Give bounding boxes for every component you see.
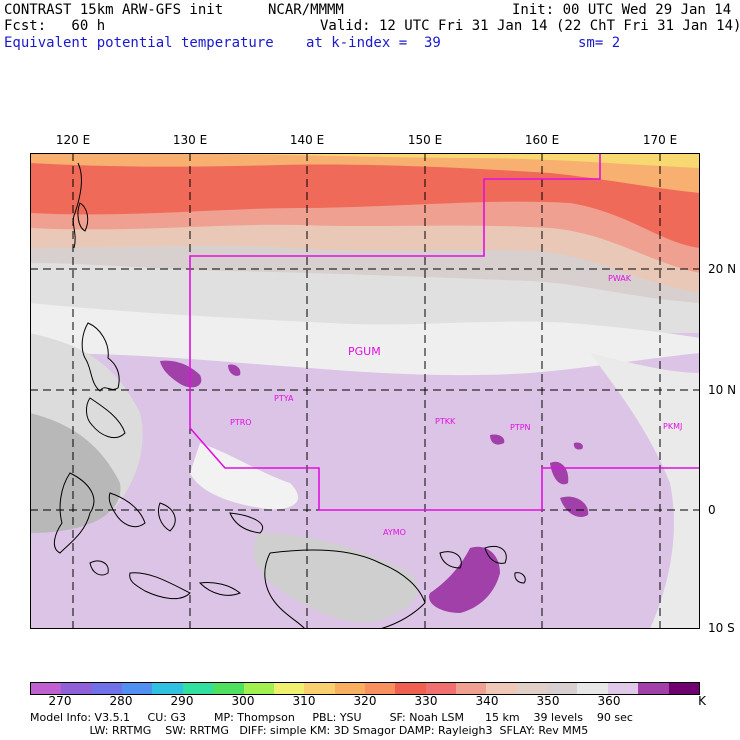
lon-tick-150: 150 E [407, 133, 443, 147]
colorbar-swatch [547, 683, 578, 694]
station-pwak: PWAK [608, 274, 632, 283]
station-ptkk: PTKK [435, 417, 456, 426]
colorbar-label-300: 300 [231, 694, 255, 708]
colorbar-swatch [638, 683, 669, 694]
colorbar-label-330: 330 [414, 694, 438, 708]
lat-tick-10n: 10 N [708, 383, 737, 397]
lon-tick-140: 140 E [289, 133, 325, 147]
lat-tick-0: 0 [708, 503, 716, 517]
lon-tick-170: 170 E [642, 133, 678, 147]
field-name: Equivalent potential temperature [4, 35, 274, 51]
org-title: NCAR/MMMM [268, 2, 344, 18]
valid-time: Valid: 12 UTC Fri 31 Jan 14 (22 ChT Fri … [320, 18, 740, 34]
colorbar-label-310: 310 [292, 694, 316, 708]
colorbar-swatch [182, 683, 214, 694]
colorbar-label-350: 350 [536, 694, 560, 708]
colorbar-swatch [395, 683, 426, 694]
colorbar-swatch [364, 683, 396, 694]
level-info: at k-index = 39 [306, 35, 441, 51]
colorbar-swatch [243, 683, 274, 694]
model-info-line1: Model Info: V3.5.1 CU: G3 MP: Thompson P… [30, 711, 633, 724]
colorbar-swatch [456, 683, 487, 694]
model-title: CONTRAST 15km ARW-GFS init [4, 2, 224, 18]
colorbar-label-340: 340 [475, 694, 499, 708]
lon-tick-160: 160 E [524, 133, 560, 147]
station-pkmj: PKMJ [663, 422, 682, 431]
lon-tick-120: 120 E [55, 133, 91, 147]
colorbar-swatch [61, 683, 92, 694]
station-ptpn: PTPN [510, 423, 531, 432]
colorbar-swatch [122, 683, 153, 694]
colorbar-label-280: 280 [109, 694, 133, 708]
station-ptro: PTRO [230, 418, 252, 427]
colorbar-label-290: 290 [170, 694, 194, 708]
colorbar-swatch [31, 683, 62, 694]
station-pgum: PGUM [348, 345, 381, 358]
lat-tick-20n: 20 N [708, 262, 737, 276]
colorbar-swatch [668, 683, 699, 694]
colorbar-swatch [304, 683, 335, 694]
colorbar-label-320: 320 [353, 694, 377, 708]
smoothing-info: sm= 2 [578, 35, 621, 51]
colorbar-swatch [516, 683, 548, 694]
lat-tick-10s: 10 S [708, 621, 735, 635]
colorbar-units: K [698, 694, 706, 708]
colorbar-swatch [577, 683, 608, 694]
station-aymo: AYMO [383, 528, 406, 537]
init-time: Init: 00 UTC Wed 29 Jan 14 [512, 2, 732, 18]
colorbar-swatch [91, 683, 123, 694]
forecast-hour: Fcst: 60 h [4, 18, 106, 34]
colorbar-swatch [607, 683, 639, 694]
colorbar-swatch [273, 683, 305, 694]
colorbar-swatch [486, 683, 517, 694]
theta-e-map: PWAK PGUM PTYA PTRO PTKK PTPN PKMJ AYMO [30, 153, 700, 629]
colorbar-label-360: 360 [597, 694, 621, 708]
lon-tick-130: 130 E [172, 133, 208, 147]
colorbar [30, 682, 700, 695]
colorbar-swatch [213, 683, 244, 694]
station-ptya: PTYA [274, 394, 294, 403]
colorbar-swatch [152, 683, 183, 694]
colorbar-swatch [425, 683, 457, 694]
model-info-line2: LW: RRTMG SW: RRTMG DIFF: simple KM: 3D … [30, 724, 589, 737]
colorbar-swatch [334, 683, 365, 694]
colorbar-label-270: 270 [48, 694, 72, 708]
